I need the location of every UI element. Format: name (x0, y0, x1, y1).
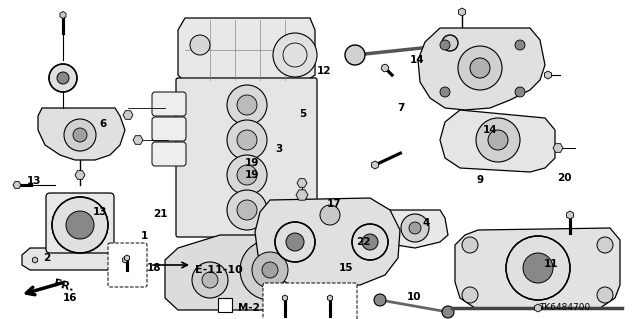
Circle shape (515, 87, 525, 97)
Circle shape (401, 214, 429, 242)
Text: 17: 17 (326, 198, 341, 209)
Polygon shape (378, 210, 448, 248)
Circle shape (237, 95, 257, 115)
Text: 14: 14 (410, 55, 424, 65)
Circle shape (462, 287, 478, 303)
Text: 4: 4 (422, 218, 430, 228)
Polygon shape (165, 235, 330, 310)
Circle shape (523, 253, 553, 283)
FancyBboxPatch shape (152, 92, 186, 116)
Text: 12: 12 (317, 66, 332, 76)
Circle shape (458, 46, 502, 90)
Text: TK6484700: TK6484700 (539, 303, 590, 313)
Text: 20: 20 (557, 173, 572, 183)
Polygon shape (22, 248, 140, 270)
Text: 13: 13 (93, 207, 108, 217)
Text: 19: 19 (244, 170, 259, 180)
FancyBboxPatch shape (152, 117, 186, 141)
Text: FR.: FR. (52, 278, 74, 293)
Polygon shape (178, 18, 315, 82)
Circle shape (190, 35, 210, 55)
Text: 10: 10 (406, 292, 421, 302)
FancyBboxPatch shape (152, 142, 186, 166)
Circle shape (227, 155, 267, 195)
Text: 11: 11 (544, 259, 559, 269)
Circle shape (476, 118, 520, 162)
Text: 16: 16 (63, 293, 77, 303)
Circle shape (273, 33, 317, 77)
Circle shape (515, 40, 525, 50)
Text: 21: 21 (154, 209, 168, 219)
Circle shape (440, 40, 450, 50)
Circle shape (362, 234, 378, 250)
Polygon shape (255, 198, 400, 285)
Circle shape (237, 200, 257, 220)
Circle shape (52, 197, 108, 253)
Text: 2: 2 (44, 253, 51, 263)
Polygon shape (38, 108, 125, 160)
Text: 14: 14 (483, 125, 498, 135)
Text: 3: 3 (275, 144, 282, 154)
FancyBboxPatch shape (263, 283, 357, 319)
FancyBboxPatch shape (108, 243, 147, 287)
Circle shape (64, 119, 96, 151)
Circle shape (345, 45, 365, 65)
Circle shape (442, 306, 454, 318)
Circle shape (252, 252, 288, 288)
Text: 9: 9 (477, 175, 484, 185)
Text: 13: 13 (27, 176, 42, 186)
Circle shape (470, 58, 490, 78)
Circle shape (409, 222, 421, 234)
Text: 19: 19 (244, 158, 259, 168)
Circle shape (227, 85, 267, 125)
Circle shape (66, 211, 94, 239)
Polygon shape (440, 110, 555, 172)
Circle shape (49, 64, 77, 92)
Circle shape (488, 130, 508, 150)
Circle shape (352, 224, 388, 260)
FancyBboxPatch shape (46, 193, 114, 253)
Circle shape (440, 87, 450, 97)
Text: E-11-10: E-11-10 (195, 265, 243, 275)
Circle shape (262, 262, 278, 278)
Circle shape (227, 120, 267, 160)
Circle shape (462, 237, 478, 253)
Circle shape (240, 240, 300, 300)
Text: 1: 1 (141, 231, 148, 241)
Circle shape (597, 237, 613, 253)
Text: 5: 5 (300, 109, 307, 119)
Circle shape (73, 128, 87, 142)
Circle shape (506, 236, 570, 300)
Circle shape (202, 272, 218, 288)
Circle shape (57, 72, 69, 84)
Circle shape (320, 205, 340, 225)
Text: 7: 7 (397, 103, 404, 114)
Circle shape (286, 233, 304, 251)
Circle shape (237, 130, 257, 150)
Text: 22: 22 (356, 237, 371, 248)
Circle shape (442, 35, 458, 51)
Circle shape (192, 262, 228, 298)
Text: 18: 18 (147, 263, 162, 273)
Circle shape (597, 287, 613, 303)
Polygon shape (418, 28, 545, 110)
FancyBboxPatch shape (176, 78, 317, 237)
Polygon shape (455, 228, 620, 308)
Text: 15: 15 (339, 263, 354, 273)
Circle shape (237, 165, 257, 185)
Circle shape (227, 190, 267, 230)
Circle shape (275, 222, 315, 262)
Text: 6: 6 (99, 119, 106, 130)
Circle shape (374, 294, 386, 306)
Text: M-2: M-2 (238, 303, 260, 313)
